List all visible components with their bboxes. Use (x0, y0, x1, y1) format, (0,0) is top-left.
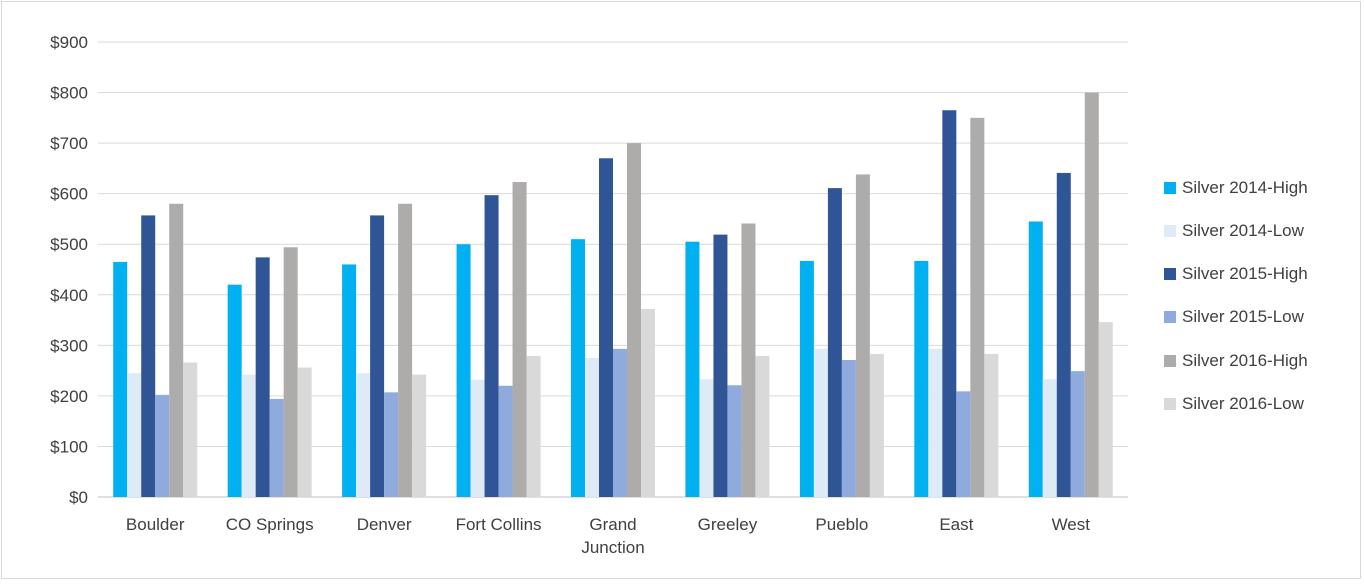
legend-item: Silver 2014-High (1164, 172, 1308, 203)
bar (169, 203, 184, 497)
x-category-label: Pueblo (815, 515, 868, 534)
legend-item: Silver 2015-Low (1164, 302, 1308, 333)
bar (526, 355, 541, 497)
y-tick-label: $500 (50, 235, 88, 254)
bar (869, 353, 884, 497)
bar (1098, 322, 1113, 497)
x-category-label: CO Springs (226, 515, 314, 534)
y-tick-label: $200 (50, 387, 88, 406)
legend-label: Silver 2014-High (1182, 177, 1308, 197)
legend-item: Silver 2014-Low (1164, 215, 1308, 246)
bar (713, 234, 728, 497)
y-tick-label: $600 (50, 185, 88, 204)
legend-swatch (1164, 268, 1176, 281)
x-category-label: West (1052, 515, 1091, 534)
y-tick-label: $700 (50, 134, 88, 153)
bar (1042, 379, 1057, 497)
bar (741, 223, 756, 497)
bar (255, 257, 270, 497)
legend-item: Silver 2015-High (1164, 259, 1308, 290)
bar (297, 367, 312, 497)
bar (984, 353, 999, 497)
chart-legend: Silver 2014-High Silver 2014-Low Silver 20… (1164, 172, 1308, 432)
bar (127, 373, 142, 497)
bar (183, 362, 198, 497)
bar (512, 182, 527, 498)
bar (970, 117, 985, 497)
bar (269, 398, 284, 497)
x-category-label: Grand Junction (581, 515, 644, 557)
bar (456, 244, 471, 497)
bar (484, 195, 499, 497)
bar (342, 264, 357, 497)
bar (141, 215, 156, 497)
bar (398, 203, 413, 497)
legend-swatch (1164, 311, 1176, 324)
bar (914, 260, 929, 497)
bar (928, 348, 943, 497)
bar (113, 261, 128, 497)
legend-label: Silver 2016-Low (1182, 393, 1304, 413)
y-tick-label: $100 (50, 437, 88, 456)
bar (1070, 371, 1085, 497)
bar (1028, 221, 1043, 497)
bar (855, 174, 870, 497)
bar (1056, 172, 1071, 497)
bar (356, 373, 371, 497)
legend-swatch (1164, 224, 1176, 237)
bar (956, 391, 971, 497)
x-category-label: Denver (357, 515, 412, 534)
bar (227, 284, 242, 497)
bar (699, 379, 714, 497)
y-tick-label: $800 (50, 84, 88, 103)
bar (942, 110, 957, 497)
legend-swatch (1164, 397, 1176, 410)
bar (498, 385, 513, 497)
bar (727, 385, 742, 497)
legend-label: Silver 2014-Low (1182, 220, 1304, 240)
y-tick-label: $400 (50, 286, 88, 305)
bar (585, 357, 599, 497)
bar (813, 348, 828, 497)
bar (841, 359, 856, 497)
bar (571, 239, 585, 497)
x-category-label: Boulder (126, 515, 185, 534)
bar (283, 247, 298, 497)
x-category-label: East (939, 515, 973, 534)
x-category-label: Fort Collins (456, 515, 542, 534)
bar (412, 374, 427, 497)
y-tick-label: $0 (69, 488, 88, 507)
bar (627, 143, 641, 497)
chart-title-cropped: ▔▔▔▔▔▔▔▔▔▔▔▔▔ ▔▔▔ ▔▔▔▔▔▔▔▔ ▔▔▔▔▔▔ ▔▔▔▔▔▔… (502, 0, 1022, 10)
bar (470, 379, 485, 497)
x-category-label: Greeley (698, 515, 758, 534)
y-tick-label: $900 (50, 33, 88, 52)
legend-item: Silver 2016-High (1164, 345, 1308, 376)
legend-item: Silver 2016-Low (1164, 388, 1308, 419)
bar (827, 188, 842, 497)
legend-swatch (1164, 181, 1176, 194)
bar (641, 308, 655, 497)
bar (755, 355, 770, 497)
legend-label: Silver 2015-Low (1182, 307, 1304, 327)
legend-swatch (1164, 354, 1176, 367)
bar (155, 394, 170, 497)
bar (1084, 92, 1099, 498)
legend-label: Silver 2016-High (1182, 350, 1308, 370)
bar (799, 260, 814, 497)
y-tick-label: $300 (50, 336, 88, 355)
bar (370, 215, 385, 497)
bar (599, 158, 613, 497)
bar (384, 392, 399, 497)
bar (613, 348, 627, 497)
legend-label: Silver 2015-High (1182, 264, 1308, 284)
bar (685, 241, 700, 497)
bar (241, 374, 256, 497)
